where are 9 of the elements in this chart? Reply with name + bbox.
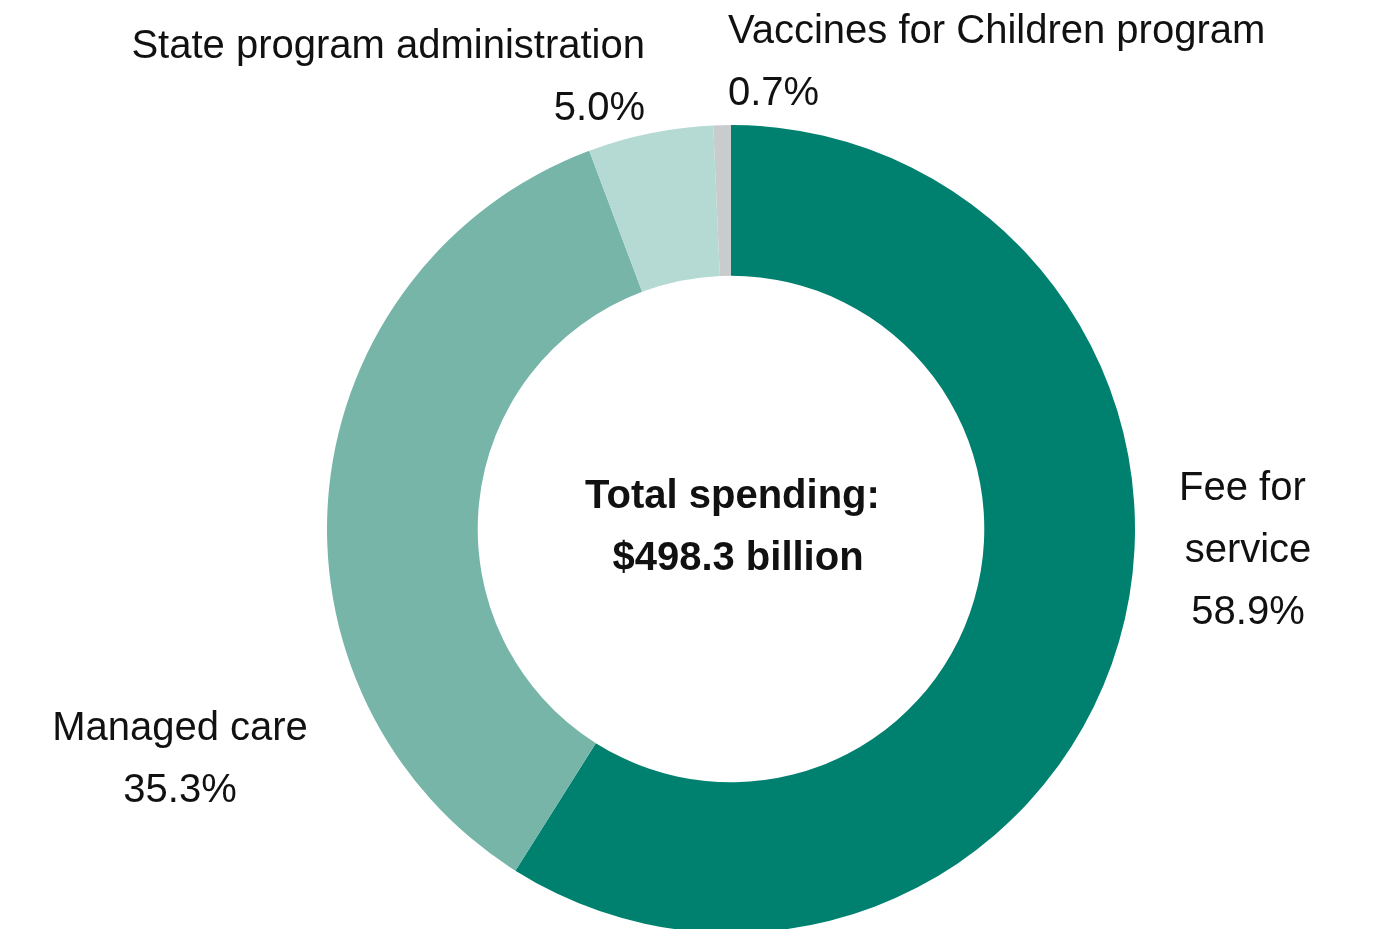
data-label: 58.9%	[1191, 588, 1305, 632]
slice-label: Managed care	[52, 704, 308, 748]
data-label: 35.3%	[123, 766, 237, 810]
slice-label: Fee for service	[1179, 464, 1317, 570]
slice-label: Vaccines for Children program	[728, 7, 1266, 51]
data-label: 0.7%	[728, 69, 820, 113]
slice-label: State program administration	[131, 22, 645, 66]
data-label: 5.0%	[553, 84, 645, 128]
text: Total spending: $498.3 billion	[585, 472, 891, 578]
